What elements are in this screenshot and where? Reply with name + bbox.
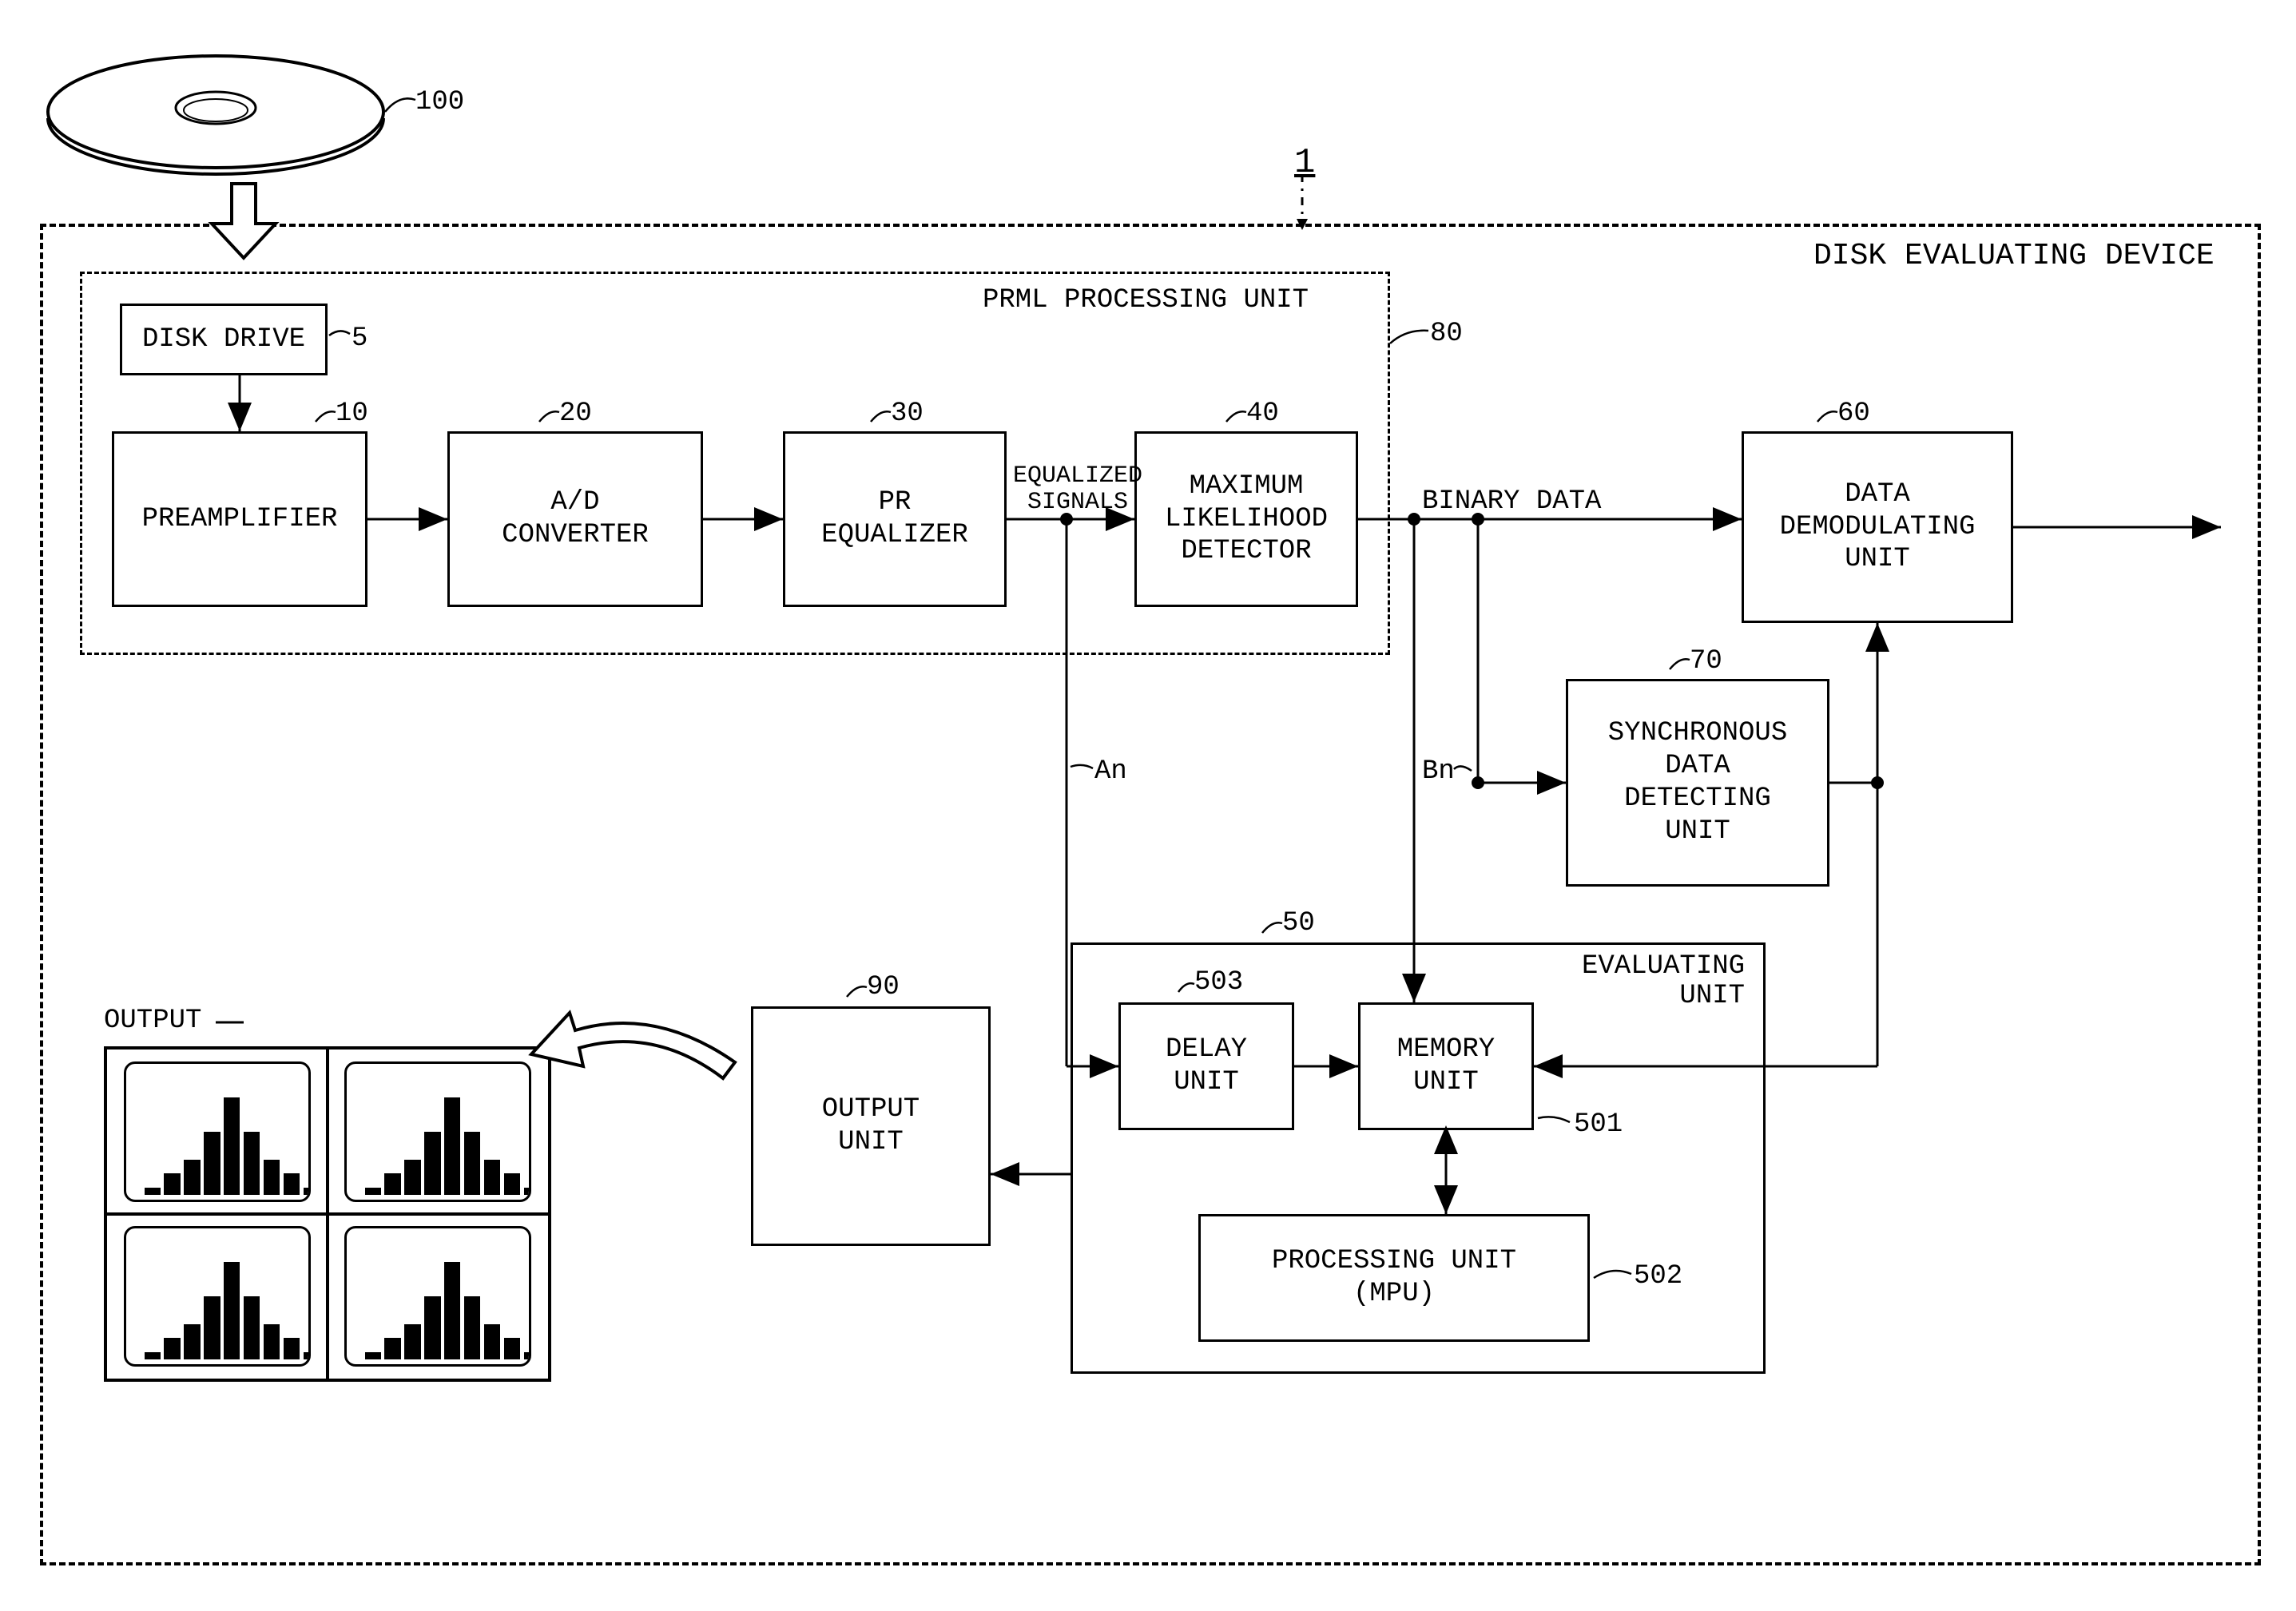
mpu-block: PROCESSING UNIT (MPU) [1198, 1214, 1590, 1342]
preamp-block: PREAMPLIFIER [112, 431, 367, 607]
adc-label: A/D CONVERTER [502, 486, 649, 552]
histogram-cell [107, 1214, 328, 1379]
delay-label: DELAY UNIT [1166, 1034, 1247, 1099]
ref-503: 503 [1194, 968, 1243, 998]
ref-40: 40 [1246, 399, 1279, 429]
disk-drive-label: DISK DRIVE [142, 323, 305, 356]
output-unit-block: OUTPUT UNIT [751, 1006, 991, 1246]
demod-block: DATA DEMODULATING UNIT [1742, 431, 2013, 623]
mld-block: MAXIMUM LIKELIHOOD DETECTOR [1134, 431, 1358, 607]
adc-block: A/D CONVERTER [447, 431, 703, 607]
memory-block: MEMORY UNIT [1358, 1002, 1534, 1130]
histogram-cell [107, 1050, 328, 1214]
mpu-label: PROCESSING UNIT (MPU) [1272, 1245, 1516, 1311]
binary-data-label: BINARY DATA [1422, 487, 1601, 517]
sync-label: SYNCHRONOUS DATA DETECTING UNIT [1608, 717, 1787, 847]
output-unit-label: OUTPUT UNIT [822, 1093, 920, 1159]
ref-20: 20 [559, 399, 592, 429]
demod-label: DATA DEMODULATING UNIT [1780, 478, 1976, 576]
prml-title: PRML PROCESSING UNIT [983, 286, 1309, 315]
histogram-grid [104, 1046, 551, 1382]
eval-title: EVALUATING UNIT [1582, 952, 1745, 1012]
ref-501: 501 [1574, 1110, 1623, 1140]
ref-100: 100 [415, 88, 464, 117]
preamp-label: PREAMPLIFIER [142, 503, 338, 536]
sync-block: SYNCHRONOUS DATA DETECTING UNIT [1566, 679, 1829, 887]
pr-eq-block: PR EQUALIZER [783, 431, 1007, 607]
output-label: OUTPUT [104, 1006, 201, 1036]
ref-60: 60 [1837, 399, 1870, 429]
mld-label: MAXIMUM LIKELIHOOD DETECTOR [1165, 470, 1328, 568]
ref-1: 1 [1294, 144, 1315, 182]
disk-drive-block: DISK DRIVE [120, 304, 328, 375]
ref-90: 90 [867, 973, 900, 1002]
ref-10: 10 [336, 399, 368, 429]
bn-label: Bn [1422, 757, 1455, 787]
ref-50: 50 [1282, 909, 1315, 938]
ref-502: 502 [1634, 1262, 1682, 1292]
equalized-signals-label: EQUALIZED SIGNALS [1013, 463, 1142, 516]
an-label: An [1094, 757, 1127, 787]
ref-70: 70 [1690, 647, 1722, 677]
delay-block: DELAY UNIT [1118, 1002, 1294, 1130]
memory-label: MEMORY UNIT [1397, 1034, 1495, 1099]
histogram-cell [328, 1050, 548, 1214]
ref-5: 5 [352, 324, 367, 354]
ref-80: 80 [1430, 319, 1463, 349]
ref-30: 30 [891, 399, 924, 429]
pr-eq-label: PR EQUALIZER [821, 486, 968, 552]
disc-icon [0, 0, 479, 240]
histogram-cell [328, 1214, 548, 1379]
device-title: DISK EVALUATING DEVICE [1813, 240, 2215, 273]
